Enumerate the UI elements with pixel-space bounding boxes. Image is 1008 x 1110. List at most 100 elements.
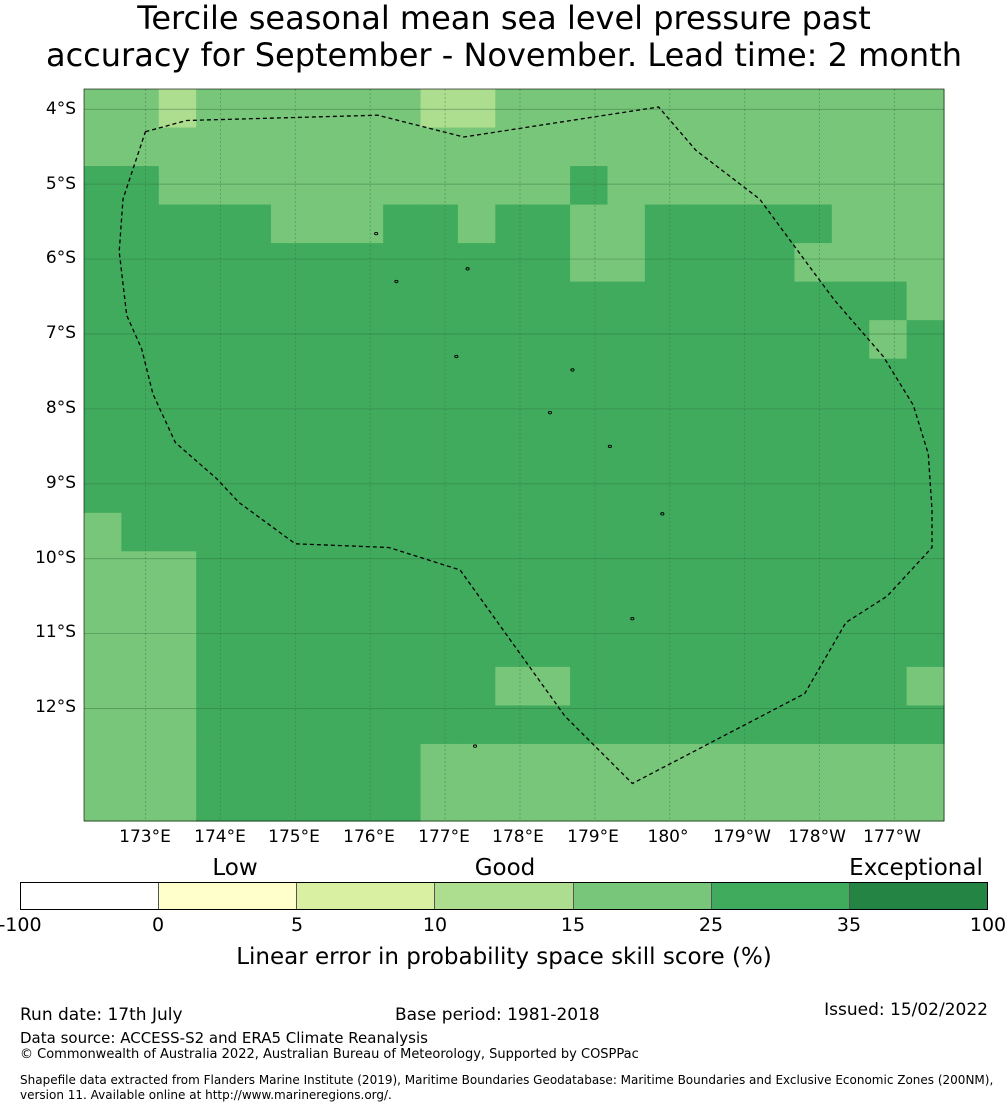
grid-cell bbox=[831, 743, 870, 784]
grid-cell bbox=[233, 782, 272, 822]
grid-cell bbox=[84, 435, 122, 475]
grid-cell bbox=[495, 512, 534, 552]
grid-cell bbox=[607, 628, 646, 668]
grid-cell bbox=[644, 243, 683, 283]
skill-grid bbox=[84, 89, 945, 822]
grid-cell bbox=[757, 628, 796, 668]
grid-cell bbox=[196, 628, 235, 668]
grid-cell bbox=[532, 281, 571, 321]
grid-cell bbox=[457, 782, 496, 822]
grid-cell bbox=[906, 666, 945, 707]
grid-cell bbox=[757, 397, 796, 437]
grid-cell bbox=[607, 166, 646, 206]
grid-cell bbox=[906, 474, 945, 514]
grid-cell bbox=[121, 358, 160, 398]
grid-cell bbox=[532, 512, 571, 552]
grid-cell bbox=[831, 666, 870, 707]
grid-cell bbox=[644, 512, 683, 552]
grid-cell bbox=[270, 743, 309, 784]
grid-cell bbox=[233, 705, 272, 745]
grid-cell bbox=[682, 435, 721, 475]
grid-cell bbox=[719, 512, 758, 552]
grid-cell bbox=[794, 358, 833, 398]
grid-cell bbox=[719, 358, 758, 398]
lon-label: 173°E bbox=[119, 827, 171, 847]
grid-cell bbox=[495, 166, 534, 206]
grid-cell bbox=[495, 743, 534, 784]
grid-cell bbox=[570, 243, 609, 283]
grid-cell bbox=[794, 281, 833, 321]
grid-cell bbox=[719, 243, 758, 283]
grid-cell bbox=[644, 474, 683, 514]
grid-cell bbox=[831, 320, 870, 360]
grid-cell bbox=[757, 435, 796, 475]
grid-cell bbox=[308, 243, 347, 283]
grid-cell bbox=[644, 628, 683, 668]
grid-cell bbox=[570, 782, 609, 822]
grid-cell bbox=[233, 89, 272, 129]
grid-cell bbox=[308, 666, 347, 707]
lon-label: 178°W bbox=[788, 827, 846, 847]
grid-cell bbox=[869, 358, 908, 398]
lat-label: 4°S bbox=[45, 99, 76, 119]
skill-score-map bbox=[83, 88, 945, 822]
grid-cell bbox=[233, 320, 272, 360]
grid-cell bbox=[121, 589, 160, 629]
grid-cell bbox=[495, 397, 534, 437]
grid-cell bbox=[906, 358, 945, 398]
category-exceptional: Exceptional bbox=[849, 855, 983, 881]
island bbox=[465, 267, 470, 271]
grid-cell bbox=[570, 551, 609, 591]
grid-cell bbox=[270, 435, 309, 475]
lon-label: 177°E bbox=[418, 827, 470, 847]
grid-cell bbox=[158, 243, 197, 283]
grid-cell bbox=[532, 666, 571, 707]
grid-cell bbox=[644, 358, 683, 398]
grid-cell bbox=[682, 243, 721, 283]
grid-cell bbox=[270, 127, 309, 167]
grid-cell bbox=[532, 358, 571, 398]
colorbar-segment bbox=[573, 883, 712, 909]
grid-cell bbox=[383, 666, 422, 707]
lat-label: 8°S bbox=[45, 398, 76, 418]
grid-cell bbox=[308, 551, 347, 591]
grid-cell bbox=[308, 127, 347, 167]
island bbox=[630, 617, 635, 621]
grid-cell bbox=[308, 281, 347, 321]
grid-cell bbox=[532, 743, 571, 784]
grid-cell bbox=[457, 589, 496, 629]
grid-cell bbox=[532, 589, 571, 629]
grid-cell bbox=[532, 166, 571, 206]
grid-cell bbox=[308, 89, 347, 129]
base-period: Base period: 1981-2018 bbox=[395, 1005, 600, 1025]
island bbox=[660, 512, 665, 516]
grid-cell bbox=[233, 243, 272, 283]
grid-cell bbox=[757, 204, 796, 244]
grid-cell bbox=[607, 589, 646, 629]
grid-cell bbox=[308, 204, 347, 244]
grid-cell bbox=[158, 89, 197, 129]
grid-cell bbox=[757, 782, 796, 822]
grid-cell bbox=[607, 705, 646, 745]
grid-cell bbox=[270, 551, 309, 591]
grid-cell bbox=[532, 204, 571, 244]
grid-cell bbox=[682, 127, 721, 167]
grid-cell bbox=[84, 281, 122, 321]
grid-cell bbox=[158, 551, 197, 591]
grid-cell bbox=[495, 435, 534, 475]
grid-cell bbox=[682, 743, 721, 784]
grid-cell bbox=[831, 474, 870, 514]
grid-cell bbox=[158, 281, 197, 321]
grid-cell bbox=[270, 705, 309, 745]
island bbox=[374, 231, 379, 236]
grid-cell bbox=[719, 281, 758, 321]
grid-cell bbox=[233, 628, 272, 668]
island bbox=[472, 744, 478, 748]
grid-cell bbox=[345, 89, 384, 129]
grid-cell bbox=[345, 358, 384, 398]
grid-cell bbox=[757, 320, 796, 360]
grid-cell bbox=[869, 551, 908, 591]
grid-cell bbox=[383, 628, 422, 668]
grid-cell bbox=[196, 589, 235, 629]
grid-cell bbox=[383, 743, 422, 784]
